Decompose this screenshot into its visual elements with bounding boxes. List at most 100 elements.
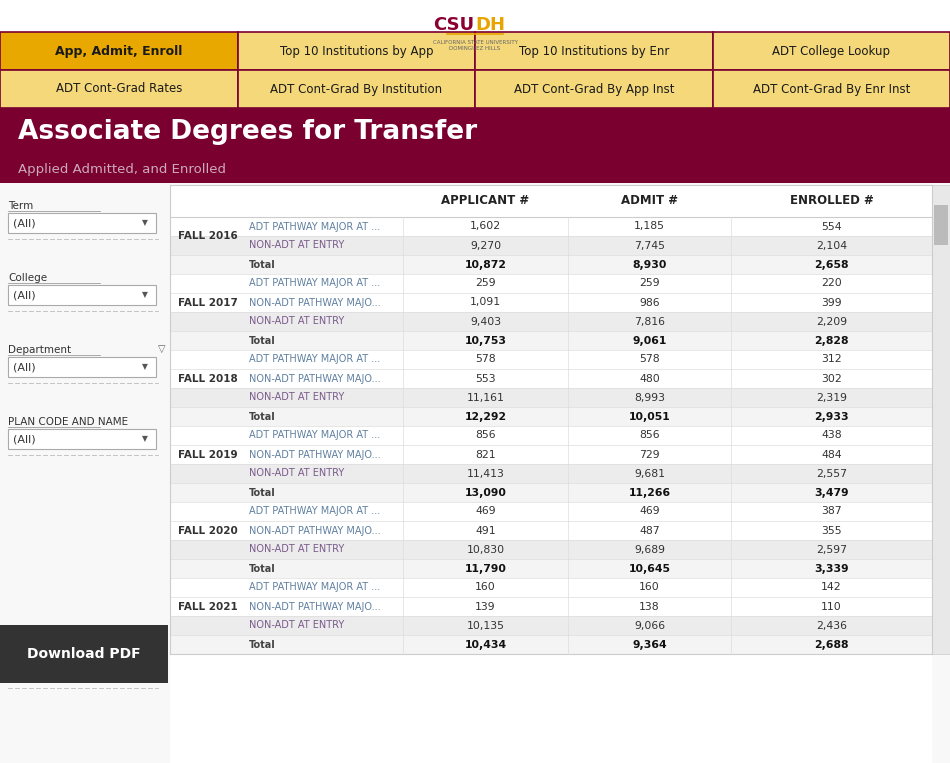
Bar xyxy=(170,597,932,616)
Text: 986: 986 xyxy=(639,298,660,307)
Bar xyxy=(8,285,156,305)
Text: ADT Cont-Grad By App Inst: ADT Cont-Grad By App Inst xyxy=(514,82,674,95)
Bar xyxy=(170,616,932,635)
Bar xyxy=(238,32,475,70)
Text: 355: 355 xyxy=(821,526,842,536)
Text: Total: Total xyxy=(249,488,276,497)
Text: 3,479: 3,479 xyxy=(814,488,848,497)
Text: Department: Department xyxy=(8,345,71,355)
Bar xyxy=(170,255,932,274)
Text: Applied Admitted, and Enrolled: Applied Admitted, and Enrolled xyxy=(18,163,226,176)
Bar xyxy=(170,312,932,331)
Text: ▽: ▽ xyxy=(159,344,165,354)
Text: Total: Total xyxy=(249,411,276,421)
Text: 11,790: 11,790 xyxy=(465,564,506,574)
Text: 11,266: 11,266 xyxy=(629,488,671,497)
Text: 259: 259 xyxy=(475,278,496,288)
Bar xyxy=(238,70,475,108)
Text: NON-ADT AT ENTRY: NON-ADT AT ENTRY xyxy=(249,317,344,327)
Text: 729: 729 xyxy=(639,449,660,459)
Text: 578: 578 xyxy=(639,355,660,365)
Bar xyxy=(0,108,950,183)
Text: 2,104: 2,104 xyxy=(816,240,847,250)
Text: NON-ADT AT ENTRY: NON-ADT AT ENTRY xyxy=(249,468,344,478)
Bar xyxy=(170,426,932,445)
Text: 139: 139 xyxy=(475,601,496,611)
Text: ADT College Lookup: ADT College Lookup xyxy=(772,44,890,57)
Bar xyxy=(0,183,950,763)
Text: 9,403: 9,403 xyxy=(470,317,501,327)
Text: FALL 2021: FALL 2021 xyxy=(178,601,238,611)
Bar xyxy=(932,185,950,654)
Text: 160: 160 xyxy=(639,582,660,593)
Text: (All): (All) xyxy=(13,290,36,300)
Bar xyxy=(170,293,932,312)
Bar xyxy=(712,32,950,70)
Bar xyxy=(8,429,156,449)
Bar xyxy=(170,350,932,369)
Text: 856: 856 xyxy=(639,430,660,440)
Text: 10,830: 10,830 xyxy=(466,545,504,555)
Text: (All): (All) xyxy=(13,434,36,444)
Text: NON-ADT PATHWAY MAJO...: NON-ADT PATHWAY MAJO... xyxy=(249,601,381,611)
Text: ADT Cont-Grad By Institution: ADT Cont-Grad By Institution xyxy=(270,82,443,95)
Text: ADT Cont-Grad Rates: ADT Cont-Grad Rates xyxy=(55,82,182,95)
Text: 9,270: 9,270 xyxy=(470,240,501,250)
Text: NON-ADT PATHWAY MAJO...: NON-ADT PATHWAY MAJO... xyxy=(249,449,381,459)
Text: FALL 2017: FALL 2017 xyxy=(178,298,238,307)
Bar xyxy=(170,388,932,407)
Bar xyxy=(170,464,932,483)
Text: DOMINGUEZ HILLS: DOMINGUEZ HILLS xyxy=(449,47,501,51)
Text: 13,090: 13,090 xyxy=(465,488,506,497)
Text: PLAN CODE AND NAME: PLAN CODE AND NAME xyxy=(8,417,128,427)
Text: 487: 487 xyxy=(639,526,660,536)
Text: ENROLLED #: ENROLLED # xyxy=(789,195,873,208)
Bar xyxy=(170,407,932,426)
Text: 302: 302 xyxy=(821,374,842,384)
Text: FALL 2019: FALL 2019 xyxy=(178,449,238,459)
Text: 110: 110 xyxy=(821,601,842,611)
Text: 11,161: 11,161 xyxy=(466,392,504,403)
Text: 12,292: 12,292 xyxy=(465,411,506,421)
Bar xyxy=(170,559,932,578)
Text: CALIFORNIA STATE UNIVERSITY: CALIFORNIA STATE UNIVERSITY xyxy=(432,40,518,44)
Text: 2,828: 2,828 xyxy=(814,336,848,346)
Bar xyxy=(712,70,950,108)
Text: 2,557: 2,557 xyxy=(816,468,847,478)
Text: 138: 138 xyxy=(639,601,660,611)
Text: ADT Cont-Grad By Enr Inst: ADT Cont-Grad By Enr Inst xyxy=(752,82,910,95)
Text: 484: 484 xyxy=(821,449,842,459)
Text: FALL 2016: FALL 2016 xyxy=(178,231,238,241)
Bar xyxy=(475,32,712,70)
Text: 2,597: 2,597 xyxy=(816,545,847,555)
Text: ADT PATHWAY MAJOR AT ...: ADT PATHWAY MAJOR AT ... xyxy=(249,278,380,288)
Bar xyxy=(170,331,932,350)
Text: ADT PATHWAY MAJOR AT ...: ADT PATHWAY MAJOR AT ... xyxy=(249,430,380,440)
Text: ▼: ▼ xyxy=(142,218,148,227)
Text: 220: 220 xyxy=(821,278,842,288)
Text: 142: 142 xyxy=(821,582,842,593)
Bar xyxy=(170,540,932,559)
Text: Total: Total xyxy=(249,564,276,574)
Text: ADT PATHWAY MAJOR AT ...: ADT PATHWAY MAJOR AT ... xyxy=(249,355,380,365)
Bar xyxy=(475,70,712,108)
Text: 7,745: 7,745 xyxy=(634,240,665,250)
Text: Total: Total xyxy=(249,336,276,346)
Text: 2,688: 2,688 xyxy=(814,639,848,649)
Text: 10,135: 10,135 xyxy=(466,620,504,630)
Text: 11,413: 11,413 xyxy=(466,468,504,478)
Text: APPLICANT #: APPLICANT # xyxy=(442,195,529,208)
Text: ▼: ▼ xyxy=(142,362,148,372)
Text: 554: 554 xyxy=(821,221,842,231)
Text: NON-ADT PATHWAY MAJO...: NON-ADT PATHWAY MAJO... xyxy=(249,298,381,307)
Text: 2,658: 2,658 xyxy=(814,259,848,269)
Text: App, Admit, Enroll: App, Admit, Enroll xyxy=(55,44,182,57)
Text: 8,930: 8,930 xyxy=(633,259,667,269)
Text: FALL 2020: FALL 2020 xyxy=(178,526,238,536)
Bar xyxy=(170,483,932,502)
Text: NON-ADT AT ENTRY: NON-ADT AT ENTRY xyxy=(249,620,344,630)
Text: 2,436: 2,436 xyxy=(816,620,847,630)
Text: NON-ADT PATHWAY MAJO...: NON-ADT PATHWAY MAJO... xyxy=(249,526,381,536)
Text: ADMIT #: ADMIT # xyxy=(621,195,678,208)
Text: 469: 469 xyxy=(639,507,660,517)
